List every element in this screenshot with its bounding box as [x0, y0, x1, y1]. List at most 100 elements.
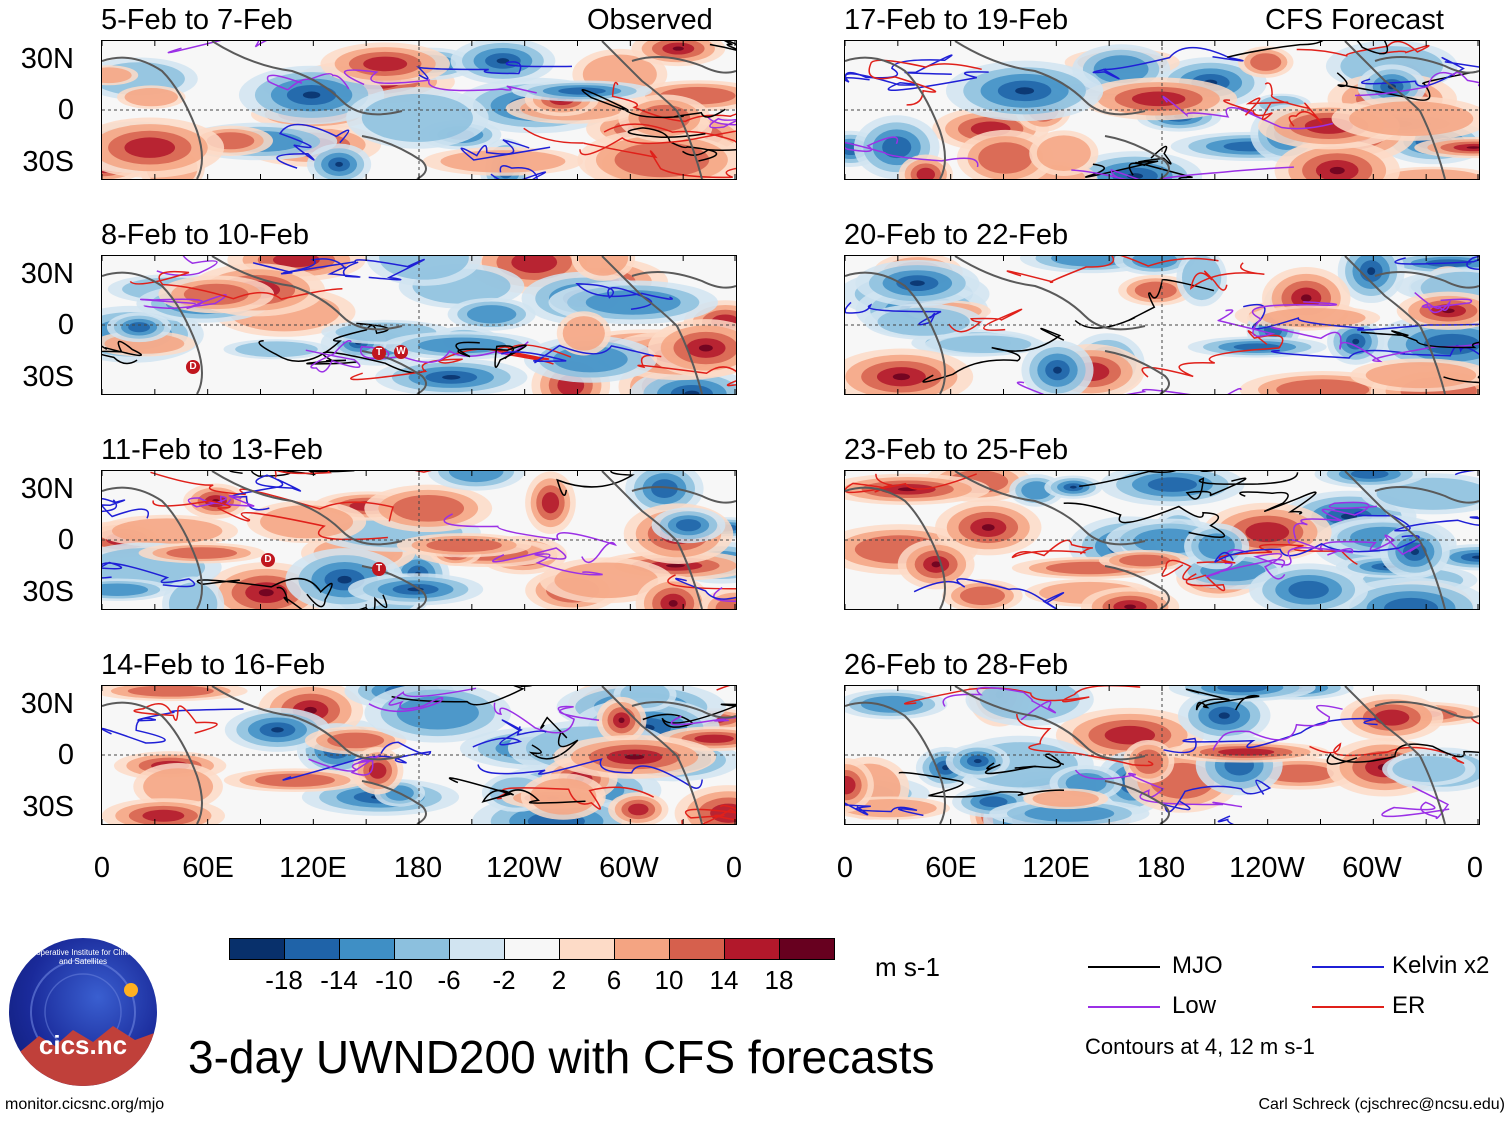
contour-line — [1063, 502, 1225, 538]
anomaly-blob — [1131, 91, 1186, 107]
anomaly-blob — [1024, 805, 1115, 822]
contour-line — [490, 165, 547, 179]
anomaly-blob — [931, 561, 941, 568]
anomaly-blob — [258, 588, 274, 597]
contour-line — [167, 41, 268, 54]
anomaly-blob — [1466, 146, 1479, 149]
map-plot — [844, 685, 1480, 825]
coastline — [102, 486, 203, 609]
anomaly-blob — [1104, 725, 1156, 745]
contour-line — [129, 270, 343, 300]
anomaly-blob — [909, 280, 925, 286]
anomaly-blob — [272, 256, 320, 268]
anomaly-blob — [1124, 604, 1136, 609]
anomaly-blob — [1261, 308, 1366, 328]
contour-line — [985, 753, 1065, 775]
coastline — [845, 56, 946, 179]
contour-line — [1163, 717, 1378, 754]
anomaly-blob — [1218, 712, 1230, 719]
lon-label-60w: 60W — [599, 852, 659, 884]
contour-line — [1360, 330, 1479, 349]
contour-line — [343, 69, 537, 94]
anomaly-blob — [1032, 790, 1099, 807]
anomaly-blob — [235, 341, 318, 358]
lon-label-120e: 120E — [1022, 852, 1090, 884]
legend-line-low — [1088, 1006, 1160, 1008]
lon-label-0: 0 — [836, 852, 854, 884]
anomaly-blob — [1126, 173, 1144, 179]
anomaly-blob — [981, 524, 995, 531]
contour-line — [274, 471, 432, 478]
footer-credit: Carl Schreck (cjschrec@ncsu.edu) — [1258, 1096, 1505, 1113]
colorbar-label: 10 — [654, 965, 684, 995]
contour-line — [493, 702, 600, 734]
contour-line — [252, 258, 425, 281]
contour-line — [276, 123, 350, 169]
legend-label-low: Low — [1172, 992, 1217, 1019]
contour-line — [868, 59, 982, 106]
contour-line — [492, 547, 603, 576]
lon-label-180: 180 — [393, 852, 443, 884]
contour-line — [1079, 471, 1214, 488]
anomaly-blob — [1365, 362, 1477, 389]
anomaly-blob — [124, 137, 176, 158]
anomaly-blob — [1329, 166, 1345, 175]
panel-title-6: 20-Feb to 22-Feb — [844, 219, 1069, 251]
anomaly-blob — [361, 93, 473, 142]
contour-line — [1239, 491, 1317, 515]
coastline — [1104, 350, 1170, 394]
contour-line — [306, 351, 427, 374]
contour-line — [102, 708, 244, 744]
anomaly-map — [102, 256, 736, 394]
colorbar-swatch — [284, 938, 340, 960]
anomaly-blob — [672, 46, 684, 51]
coastline — [845, 486, 946, 609]
contour-line — [1185, 472, 1299, 500]
contour-line — [460, 139, 551, 161]
map-plot — [101, 470, 737, 610]
contour-line — [1264, 82, 1323, 127]
contour-line — [1163, 779, 1272, 813]
colorbar-swatch — [339, 938, 395, 960]
contour-line — [845, 301, 942, 326]
map-panel-fcst-2 — [844, 255, 1480, 395]
anomaly-blob — [668, 599, 678, 607]
legend-label-kelvin: Kelvin x2 — [1392, 952, 1490, 979]
contour-line — [283, 258, 361, 278]
contour-line — [1296, 41, 1430, 57]
anomaly-blob — [379, 256, 469, 280]
colorbar-label: 14 — [709, 965, 739, 995]
contour-line — [1161, 559, 1226, 592]
map-plot — [844, 40, 1480, 180]
anomaly-blob — [1376, 477, 1479, 510]
anomaly-blob — [128, 322, 151, 333]
map-panel-fcst-1 — [844, 40, 1480, 180]
map-panel-fcst-3 — [844, 470, 1480, 610]
logo-ring-text: Cooperative Institute for Climate and Sa… — [25, 948, 141, 966]
anomaly-blob — [530, 778, 597, 815]
anomaly-blob — [1288, 580, 1329, 599]
anomaly-blob — [102, 67, 132, 84]
anomaly-blob — [1300, 294, 1312, 302]
lat-label-30s: 30S — [22, 361, 74, 393]
contour-line — [1354, 510, 1479, 532]
colorbar-label: 6 — [606, 965, 622, 995]
coastline — [954, 686, 1146, 761]
contour-line — [1189, 262, 1265, 291]
anomaly-blob — [417, 337, 507, 354]
contour-line — [670, 715, 736, 726]
lat-label-30n: 30N — [20, 473, 74, 505]
coastline — [102, 271, 203, 394]
coastline — [1104, 135, 1170, 179]
panel-title-7: 23-Feb to 25-Feb — [844, 434, 1069, 466]
anomaly-blob — [1147, 477, 1197, 492]
coastline — [211, 256, 403, 331]
anomaly-blob — [1053, 366, 1062, 374]
legend-line-er — [1312, 1006, 1384, 1008]
colorbar-swatch — [669, 938, 725, 960]
map-panel-obs-4 — [101, 685, 737, 825]
coastline — [1374, 56, 1479, 74]
contour-line — [156, 256, 218, 277]
anomaly-blob — [541, 492, 560, 514]
lat-label-30s: 30S — [22, 146, 74, 178]
